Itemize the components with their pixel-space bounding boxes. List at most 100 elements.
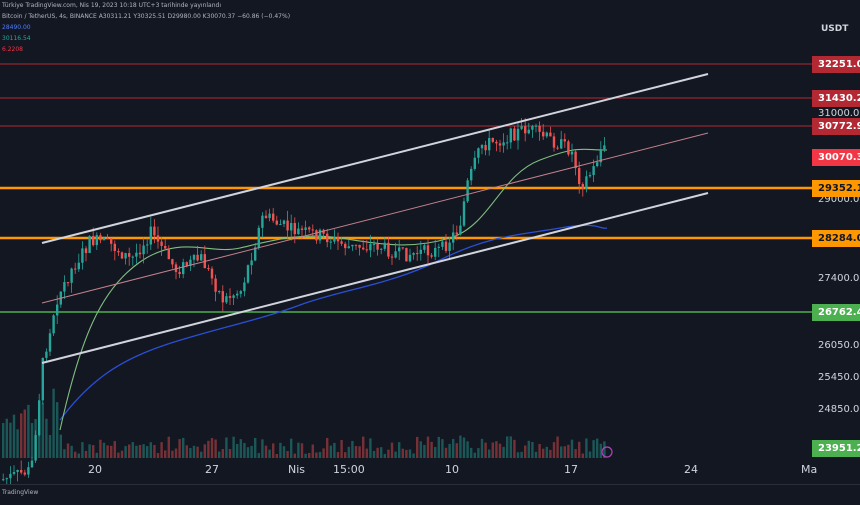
candle-body — [311, 229, 314, 231]
candle-body — [426, 245, 430, 256]
price-tick: 29000.0 — [818, 194, 860, 205]
volume-bar — [232, 436, 235, 458]
candle-body — [480, 144, 484, 149]
volume-bar — [189, 448, 192, 458]
volume-bar — [520, 451, 523, 458]
volume-bar — [524, 445, 527, 458]
volume-bar — [358, 446, 361, 458]
candle-body — [437, 246, 440, 248]
volume-bar — [441, 439, 444, 458]
candle-body — [365, 249, 368, 251]
candle-body — [376, 244, 379, 250]
price-tick: 31000.0 — [818, 108, 860, 119]
candle-body — [110, 238, 113, 244]
price-tag-support-2[interactable]: 28284.0 — [812, 230, 860, 247]
volume-bar — [556, 436, 559, 458]
candle-body — [12, 472, 16, 474]
candle-body — [416, 253, 419, 255]
price-tick: 24850.0 — [818, 404, 860, 415]
time-tick: 15:00 — [333, 463, 365, 476]
price-tag-resistance-2[interactable]: 31430.2 — [812, 90, 860, 107]
price-tag-bottom[interactable]: 23951.2 — [812, 440, 860, 457]
volume-bar — [570, 439, 574, 458]
candle-body — [38, 400, 41, 436]
volume-bar — [329, 445, 332, 458]
volume-bar — [207, 440, 210, 458]
candle-body — [92, 235, 95, 246]
candle-body — [473, 157, 476, 169]
candle-body — [542, 131, 545, 137]
candle-body — [578, 168, 581, 185]
volume-bar — [326, 437, 329, 458]
candle-body — [466, 180, 469, 202]
volume-bar — [92, 445, 95, 458]
candle-body — [592, 166, 595, 175]
volume-bar — [120, 450, 124, 458]
volume-bar — [527, 440, 530, 458]
candles — [2, 118, 606, 488]
candle-body — [401, 247, 404, 249]
volume-bar — [336, 452, 340, 458]
candle-body — [570, 151, 574, 155]
volume-bar — [135, 445, 138, 458]
candle-body — [344, 243, 347, 249]
candle-body — [430, 255, 433, 257]
volume-bar — [448, 443, 451, 458]
candle-body — [34, 435, 37, 461]
volume-bar — [581, 453, 584, 458]
trend-channel[interactable] — [41, 73, 709, 364]
candle-body — [16, 470, 19, 473]
price-tick: 26050.0 — [818, 340, 860, 351]
price-tag-support-3[interactable]: 26762.4 — [812, 304, 860, 321]
volume-bar — [23, 409, 26, 458]
volume-bar — [160, 442, 163, 458]
volume-bar — [171, 450, 174, 458]
volume-bar — [95, 452, 98, 458]
candle-body — [99, 235, 102, 241]
candle-body — [423, 245, 426, 250]
price-tag-resistance-1[interactable]: 32251.0 — [812, 56, 860, 73]
candle-body — [304, 227, 307, 230]
candle-body — [254, 247, 257, 261]
candle-body — [380, 248, 383, 250]
candle-body — [196, 254, 199, 261]
candle-body — [383, 242, 386, 249]
price-tag-resistance-3[interactable]: 30772.9 — [812, 118, 860, 135]
volume-bar — [498, 443, 502, 458]
volume-bar — [398, 442, 401, 458]
price-tag-support-1[interactable]: 29352.1 — [812, 180, 860, 197]
volume-bar — [322, 448, 325, 458]
candle-body — [329, 241, 332, 243]
candle-body — [95, 235, 98, 246]
volume-bar — [369, 438, 372, 458]
legend-ma1-value: 28490.00 — [2, 24, 31, 31]
volume-bar — [106, 445, 109, 458]
volume-bar — [401, 448, 404, 458]
legend-symbol-header[interactable]: Bitcoin / TetherUS, 4s, BINANCE A30311.2… — [2, 13, 291, 20]
volume-bar — [167, 436, 170, 458]
candle-body — [185, 262, 188, 266]
candle-body — [354, 244, 358, 246]
candle-body — [531, 126, 534, 130]
candle-body — [347, 246, 350, 249]
candle-body — [135, 252, 138, 257]
candle-body — [218, 291, 221, 293]
candle-body — [412, 253, 415, 255]
horizontal-levels — [0, 63, 812, 313]
candle-body — [552, 136, 556, 148]
candle-body — [563, 139, 566, 142]
price-tag-last-price[interactable]: 30070.3 — [812, 149, 860, 166]
candle-body — [275, 220, 278, 225]
alert-marker[interactable] — [601, 446, 613, 458]
candle-body — [556, 147, 559, 149]
candle-body — [315, 230, 318, 241]
volume-bar — [509, 436, 512, 458]
volume-bar — [376, 447, 379, 458]
volume-bar — [531, 441, 534, 458]
volume-bar — [552, 442, 556, 458]
volume-bar — [149, 442, 152, 458]
candle-body — [351, 244, 354, 247]
candle-body — [48, 333, 52, 352]
